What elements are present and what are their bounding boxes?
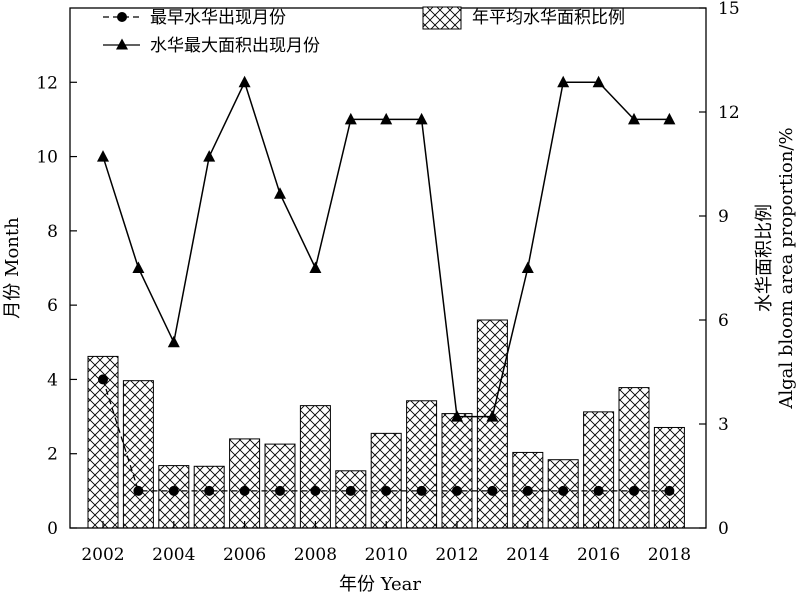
bar-2011 (406, 400, 438, 529)
point-max-area-2002 (97, 150, 109, 162)
point-earliest-2017 (629, 485, 639, 496)
point-max-area-2010 (380, 112, 393, 125)
point-max-area-2005 (203, 150, 216, 162)
legend-label-bloom-proportion: 年平均水华面积比例 (472, 8, 625, 28)
point-max-area-2007 (274, 187, 286, 199)
axis-ticks: 0 2 4 6 8 10 12 0 3 6 9 12 15 2002 2004 2006 2008 2010 201… (36, 0, 739, 565)
x-axis-title: 年份 Year (339, 574, 421, 595)
point-max-area-2003 (132, 261, 145, 273)
y-left-tick-label: 2 (47, 445, 58, 465)
legend-label-max-area: 水华最大面积出现月份 (150, 36, 320, 56)
point-earliest-2003 (133, 485, 144, 496)
point-earliest-2005 (204, 485, 215, 496)
legend-item-max-area: 水华最大面积出现月份 (103, 36, 320, 56)
point-earliest-2014 (522, 485, 533, 496)
legend-item-bloom-proportion: 年平均水华面积比例 (422, 6, 625, 30)
y-right-tick-label: 3 (718, 415, 729, 435)
bar-2009 (335, 470, 367, 529)
bar-2013 (476, 319, 508, 529)
point-max-area-2008 (309, 261, 322, 273)
point-earliest-2015 (558, 485, 569, 496)
y-left-tick-label: 10 (36, 148, 58, 168)
bar-2017 (618, 387, 650, 529)
point-earliest-2006 (239, 485, 250, 496)
point-max-area-2018 (663, 112, 676, 125)
legend-item-earliest: 最早水华出现月份 (103, 8, 286, 28)
point-earliest-2012 (452, 485, 462, 496)
point-max-area-2009 (344, 112, 357, 125)
point-earliest-2009 (345, 485, 356, 496)
point-max-area-2013 (486, 410, 499, 422)
point-max-area-2011 (415, 112, 428, 125)
y-axis-right-title-en: Algal bloom area proportion/% (776, 127, 797, 409)
y-axis-right-title-cn: 水华面积比例 (754, 204, 775, 312)
bar-2002 (87, 355, 119, 529)
point-max-area-2006 (238, 75, 251, 88)
point-earliest-2007 (275, 485, 285, 496)
point-earliest-2010 (381, 485, 392, 496)
x-tick-label: 2012 (435, 545, 478, 565)
bar-2005 (193, 465, 225, 529)
point-earliest-2004 (168, 485, 179, 496)
y-left-tick-label: 6 (47, 296, 58, 316)
bar-2003 (122, 380, 154, 529)
bar-2016 (583, 411, 615, 529)
point-earliest-2008 (310, 485, 321, 496)
point-max-area-2004 (167, 335, 180, 348)
x-tick-label: 2006 (223, 545, 266, 565)
x-tick-label: 2008 (294, 545, 337, 565)
y-right-tick-label: 12 (718, 103, 740, 123)
bar-2004 (158, 465, 190, 529)
bar-series (87, 319, 685, 529)
bar-2012 (441, 413, 473, 529)
x-tick-label: 2014 (506, 545, 549, 565)
y-left-tick-label: 8 (47, 222, 58, 242)
legend: 最早水华出现月份 水华最大面积出现月份 年平均水华面积比例 (103, 6, 625, 56)
bar-2008 (299, 405, 331, 529)
point-earliest-2002 (98, 374, 108, 385)
x-tick-label: 2004 (152, 545, 195, 565)
y-axis-left-title: 月份 Month (2, 217, 23, 319)
y-right-tick-label: 6 (718, 311, 729, 331)
y-left-tick-label: 0 (47, 519, 58, 539)
y-left-tick-label: 4 (47, 370, 58, 390)
point-max-area-2016 (592, 75, 605, 88)
point-earliest-2016 (593, 485, 604, 496)
bar-2006 (229, 438, 261, 529)
x-tick-label: 2010 (365, 545, 408, 565)
y-right-tick-label: 0 (718, 519, 729, 539)
point-max-area-2015 (557, 75, 570, 88)
point-earliest-2011 (416, 485, 427, 496)
x-tick-label: 2016 (577, 545, 620, 565)
y-right-tick-label: 15 (718, 0, 740, 19)
point-max-area-2014 (521, 261, 534, 273)
y-right-tick-label: 9 (718, 207, 729, 227)
legend-label-earliest: 最早水华出现月份 (150, 8, 286, 28)
line-series (97, 75, 676, 496)
y-left-tick-label: 12 (36, 73, 58, 93)
point-max-area-2012 (451, 410, 463, 422)
point-max-area-2017 (628, 112, 640, 125)
point-earliest-2018 (664, 485, 675, 496)
line-max-area (102, 80, 670, 418)
bar-2010 (370, 432, 402, 529)
point-earliest-2013 (487, 485, 498, 496)
x-tick-label: 2018 (648, 545, 691, 565)
plot-frame (69, 7, 707, 529)
x-tick-label: 2002 (81, 545, 124, 565)
bar-2018 (653, 426, 685, 529)
